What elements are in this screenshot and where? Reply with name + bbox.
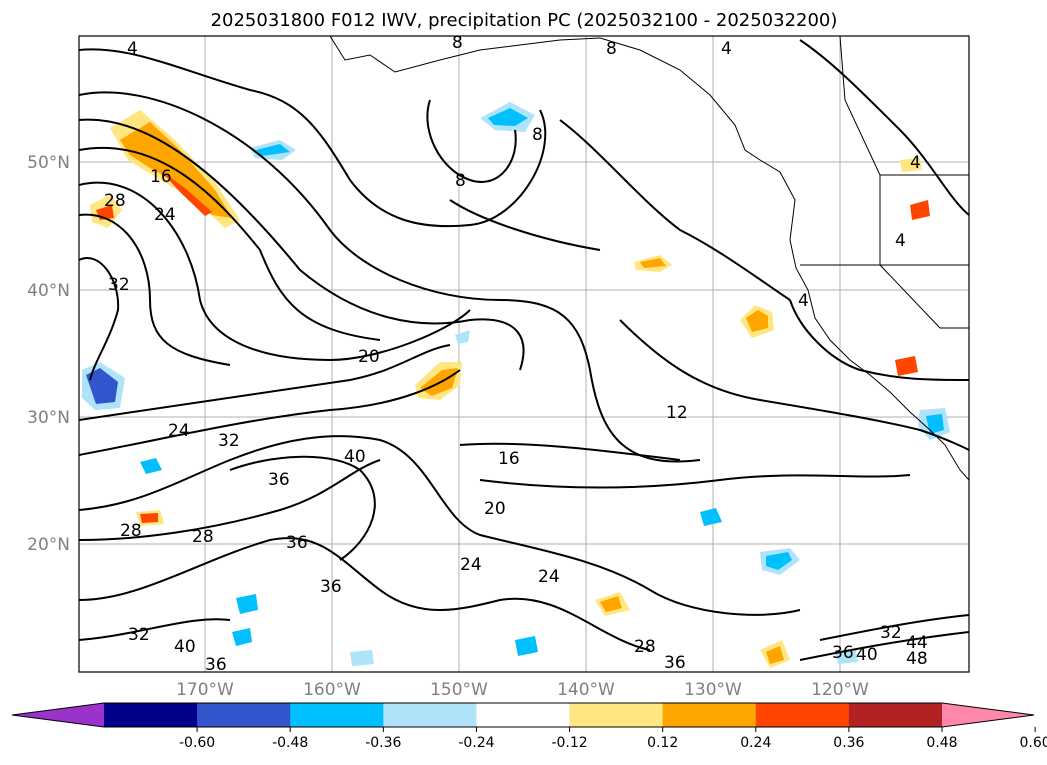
contour-label: 36 [286, 533, 308, 553]
contour-label: 28 [192, 527, 214, 547]
contour-label: 24 [538, 567, 560, 587]
contour-label: 32 [880, 623, 902, 643]
contour-label: 4 [798, 291, 809, 311]
colorbar-tick-label: -0.60 [179, 735, 215, 751]
contour-label: 44 [906, 633, 928, 653]
map-frame [78, 35, 970, 673]
colorbar-over-triangle [942, 703, 1034, 727]
colorbar-tick-label: -0.48 [272, 735, 308, 751]
contour-label: 40 [856, 645, 878, 665]
lon-label: 150°W [430, 680, 488, 700]
colorbar-bin [755, 703, 850, 727]
colorbar-tick-label: 0.24 [740, 735, 771, 751]
map-title: 2025031800 F012 IWV, precipitation PC (2… [211, 10, 838, 31]
contour-label: 32 [108, 275, 130, 295]
iwv-contours [79, 39, 969, 661]
colorbar-bin [569, 703, 664, 727]
colorbar-bin [662, 703, 757, 727]
lon-label: 160°W [303, 680, 361, 700]
lat-label: 20°N [27, 535, 70, 555]
contour-label: 24 [460, 555, 482, 575]
colorbar-tick-label: -0.12 [551, 735, 587, 751]
latitude-labels: 50°N 40°N 30°N 20°N [27, 153, 70, 555]
colorbar-tick-label: 0.36 [833, 735, 864, 751]
contour-label: 28 [104, 191, 126, 211]
contour-label: 28 [634, 637, 656, 657]
colorbar-tick-label: 0.48 [926, 735, 957, 751]
coastline [329, 36, 969, 481]
contour-label: 36 [205, 655, 227, 675]
contour-label: 8 [455, 171, 466, 191]
contour-label: 16 [498, 449, 520, 469]
contour-label: 36 [320, 577, 342, 597]
contour-label: 8 [606, 39, 617, 59]
contour-label: 4 [721, 39, 732, 59]
colorbar-tick-label: -0.36 [365, 735, 401, 751]
colorbar-bin [383, 703, 477, 727]
contour-label: 8 [452, 33, 463, 53]
colorbar-bin [476, 703, 571, 727]
contour-label: 28 [120, 521, 142, 541]
colorbar-bin [290, 703, 384, 727]
contour-label: 36 [664, 653, 686, 673]
colorbar-bin [197, 703, 291, 727]
contour-label: 36 [832, 643, 854, 663]
contour-label: 24 [154, 205, 176, 225]
contour-label: 24 [168, 421, 190, 441]
map-panel: 4 8 8 8 8 4 16 28 24 32 4 4 4 20 24 32 3… [79, 33, 969, 675]
contour-label: 12 [666, 403, 688, 423]
contour-label: 8 [532, 125, 543, 145]
contour-label: 40 [344, 447, 366, 467]
colorbar-bin [104, 703, 198, 727]
contour-label: 40 [174, 637, 196, 657]
contour-label: 4 [895, 231, 906, 251]
lon-label: 130°W [684, 680, 742, 700]
colorbar: -0.60 -0.48 -0.36 -0.24 -0.12 0.12 0.24 0.36 0.4… [11, 702, 1047, 751]
colorbar-outline [11, 702, 1035, 728]
lon-label: 170°W [176, 680, 234, 700]
colorbar-tick-label: 0.12 [647, 735, 678, 751]
contour-label: 4 [127, 39, 138, 59]
contour-label: 32 [218, 431, 240, 451]
contour-label: 4 [910, 153, 921, 173]
colorbar-bin [848, 703, 943, 727]
lon-label: 120°W [811, 680, 869, 700]
colorbar-tick-label: 0.60 [1020, 735, 1047, 751]
contour-label: 48 [906, 649, 928, 669]
lon-label: 140°W [557, 680, 615, 700]
contour-label: 32 [128, 625, 150, 645]
contour-label: 20 [484, 499, 506, 519]
longitude-labels: 170°W 160°W 150°W 140°W 130°W 120°W [176, 680, 869, 700]
lat-label: 40°N [27, 281, 70, 301]
colorbar-under-triangle [12, 703, 104, 727]
lat-label: 50°N [27, 153, 70, 173]
iwv-contour-labels: 4 8 8 8 8 4 16 28 24 32 4 4 4 20 24 32 3… [104, 33, 928, 675]
contour-label: 20 [358, 347, 380, 367]
contour-label: 16 [150, 167, 172, 187]
lat-label: 30°N [27, 408, 70, 428]
contour-label: 36 [268, 470, 290, 490]
colorbar-tick-label: -0.24 [458, 735, 494, 751]
